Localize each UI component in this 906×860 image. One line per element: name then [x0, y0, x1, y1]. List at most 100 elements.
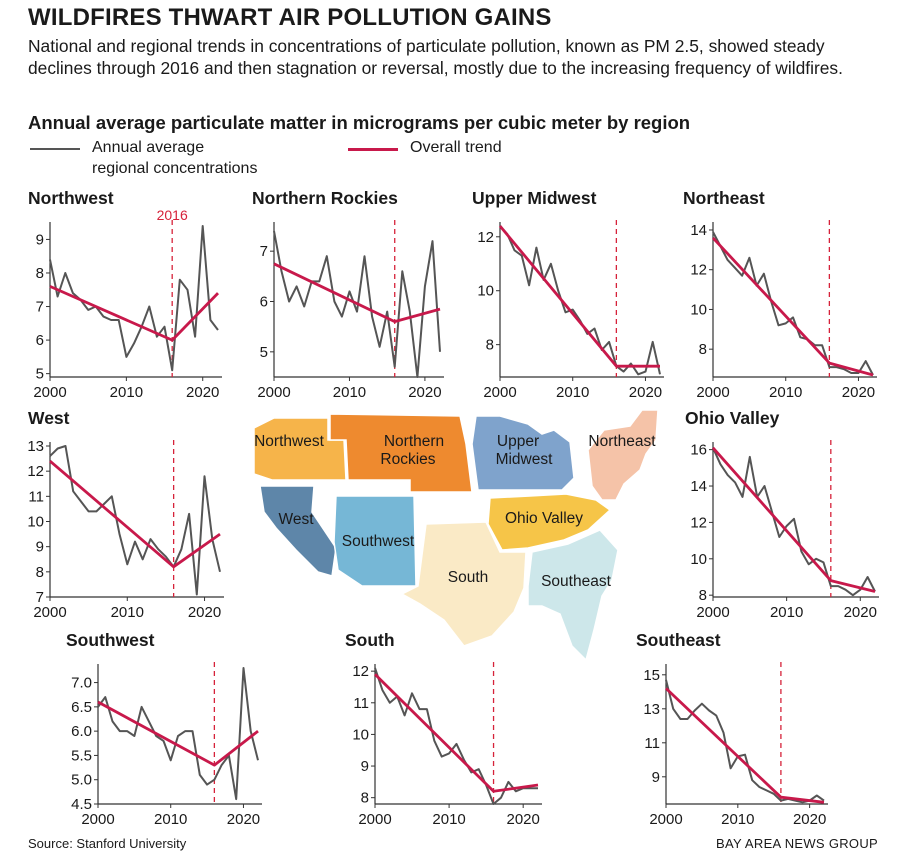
x-tick-label: 2020 — [842, 384, 875, 401]
panel-title: South — [345, 630, 395, 650]
chart-title: Annual average particulate matter in mic… — [28, 112, 691, 133]
y-tick-label: 4.5 — [71, 796, 92, 813]
y-tick-label: 11 — [644, 735, 660, 752]
y-tick-label: 10 — [690, 301, 707, 318]
annual-average-line — [273, 230, 441, 378]
y-tick-label: 7.0 — [71, 675, 92, 692]
x-tick-label: 2020 — [227, 811, 260, 828]
overall-trend-line — [498, 225, 660, 368]
x-tick-label: 2010 — [111, 604, 144, 621]
y-tick-label: 6.5 — [71, 699, 92, 716]
x-tick-label: 2020 — [844, 604, 877, 621]
y-tick-label: 13 — [643, 701, 660, 718]
x-tick-label: 2020 — [186, 384, 219, 401]
credit-line: BAY AREA NEWS GROUP — [716, 836, 878, 851]
x-tick-label: 2010 — [721, 811, 754, 828]
x-tick-label: 2010 — [154, 811, 187, 828]
y-tick-label: 15 — [643, 667, 660, 684]
map-region-northern-rockies — [329, 413, 473, 493]
y-tick-label: 8 — [361, 790, 369, 807]
y-tick-label: 12 — [690, 262, 707, 279]
x-tick-label: 2000 — [33, 384, 66, 401]
map-region-southwest — [333, 495, 417, 587]
x-tick-label: 2000 — [483, 384, 516, 401]
y-tick-label: 7 — [260, 243, 268, 260]
panel-south: South 8 9 10 11 12 2000 2010 2020 — [345, 630, 555, 832]
panel-southwest: Southwest 4.5 5.0 5.5 6.0 6.5 7.0 2000 2010 2020 — [66, 630, 276, 832]
map-label-southwest: Southwest — [342, 533, 415, 550]
legend-annual-line2: regional concentrations — [92, 160, 258, 177]
y-tick-label: 5.5 — [71, 747, 92, 764]
y-tick-label: 7 — [36, 299, 44, 316]
x-tick-label: 2020 — [188, 604, 221, 621]
map-region-northeast — [587, 409, 659, 501]
panel-plot: 9 11 13 15 2000 2010 2020 — [643, 662, 828, 828]
x-tick-label: 2010 — [556, 384, 589, 401]
map-label-ohio-valley: Ohio Valley — [505, 510, 583, 527]
map-region-southeast — [527, 529, 619, 662]
y-tick-label: 13 — [27, 438, 44, 455]
y-tick-label: 10 — [477, 283, 494, 300]
panel-plot: 5 6 7 8 9 2000 2010 2020 2016 — [33, 207, 222, 401]
overall-trend-line — [374, 673, 539, 793]
x-tick-label: 2020 — [793, 811, 826, 828]
annual-average-line — [712, 231, 874, 376]
legend: Annual average regional concentrations O… — [30, 138, 590, 180]
y-tick-label: 12 — [352, 663, 369, 680]
map-label-upper-midwest-1: Upper — [497, 433, 539, 450]
panel-plot: 8 9 10 11 12 2000 2010 2020 — [352, 662, 542, 828]
overall-trend-line — [49, 285, 220, 342]
y-tick-label: 8 — [36, 564, 44, 581]
map-region-upper-midwest — [471, 415, 575, 491]
y-tick-label: 9 — [652, 769, 660, 786]
x-tick-label: 2010 — [432, 811, 465, 828]
panel-title: West — [28, 408, 70, 428]
y-tick-label: 10 — [690, 551, 707, 568]
overall-trend-line — [49, 460, 221, 569]
y-tick-label: 10 — [352, 726, 369, 743]
y-tick-label: 11 — [353, 695, 369, 712]
panel-plot: 8 10 12 14 16 2000 2010 2020 — [690, 440, 879, 621]
y-tick-label: 7 — [36, 589, 44, 606]
map-region-west — [259, 485, 337, 577]
overall-trend-line — [273, 262, 441, 323]
y-tick-label: 11 — [28, 488, 44, 505]
y-tick-label: 8 — [699, 341, 707, 358]
panel-northern-rockies: Northern Rockies 5 6 7 2000 2010 2020 — [252, 188, 452, 420]
y-tick-label: 5.0 — [71, 772, 92, 789]
panel-northwest: Northwest 5 6 7 8 9 2000 2010 2020 2016 — [28, 188, 228, 420]
x-tick-label: 2000 — [33, 604, 66, 621]
map-region-ohio-valley — [487, 493, 612, 551]
x-tick-label: 2000 — [696, 384, 729, 401]
annual-average-line — [665, 679, 825, 804]
map-label-upper-midwest-2: Midwest — [496, 451, 554, 468]
x-tick-label: 2000 — [649, 811, 682, 828]
x-tick-label: 2020 — [408, 384, 441, 401]
x-tick-label: 2020 — [506, 811, 539, 828]
y-tick-label: 6 — [36, 332, 44, 349]
subhead: National and regional trends in concentr… — [28, 36, 843, 78]
map-label-west: West — [278, 511, 314, 528]
y-tick-label: 10 — [27, 514, 44, 531]
overall-trend-line — [665, 687, 825, 804]
y-tick-label: 5 — [36, 366, 44, 383]
map-label-northern-rockies-2: Rockies — [380, 451, 435, 468]
annual-average-line — [499, 225, 661, 376]
y-tick-label: 16 — [690, 442, 707, 459]
x-tick-label: 2010 — [110, 384, 143, 401]
panel-title: Northwest — [28, 188, 114, 208]
y-tick-label: 9 — [36, 539, 44, 556]
panel-plot: 4.5 5.0 5.5 6.0 6.5 7.0 2000 2010 2020 — [71, 662, 262, 828]
overall-trend-line — [711, 236, 874, 377]
us-region-map: Northwest Northern Rockies Upper Midwest… — [253, 409, 659, 662]
annual-average-line — [712, 447, 876, 597]
panel-plot: 8 10 12 14 2000 2010 2020 — [690, 220, 877, 401]
annual-average-line — [49, 445, 221, 596]
x-tick-label: 2000 — [696, 604, 729, 621]
x-tick-label: 2000 — [257, 384, 290, 401]
y-tick-label: 8 — [699, 587, 707, 604]
map-label-northern-rockies-1: Northern — [384, 433, 444, 450]
map-region-south — [400, 521, 527, 647]
annual-average-line — [374, 667, 538, 805]
map-label-southeast: Southeast — [541, 573, 611, 590]
